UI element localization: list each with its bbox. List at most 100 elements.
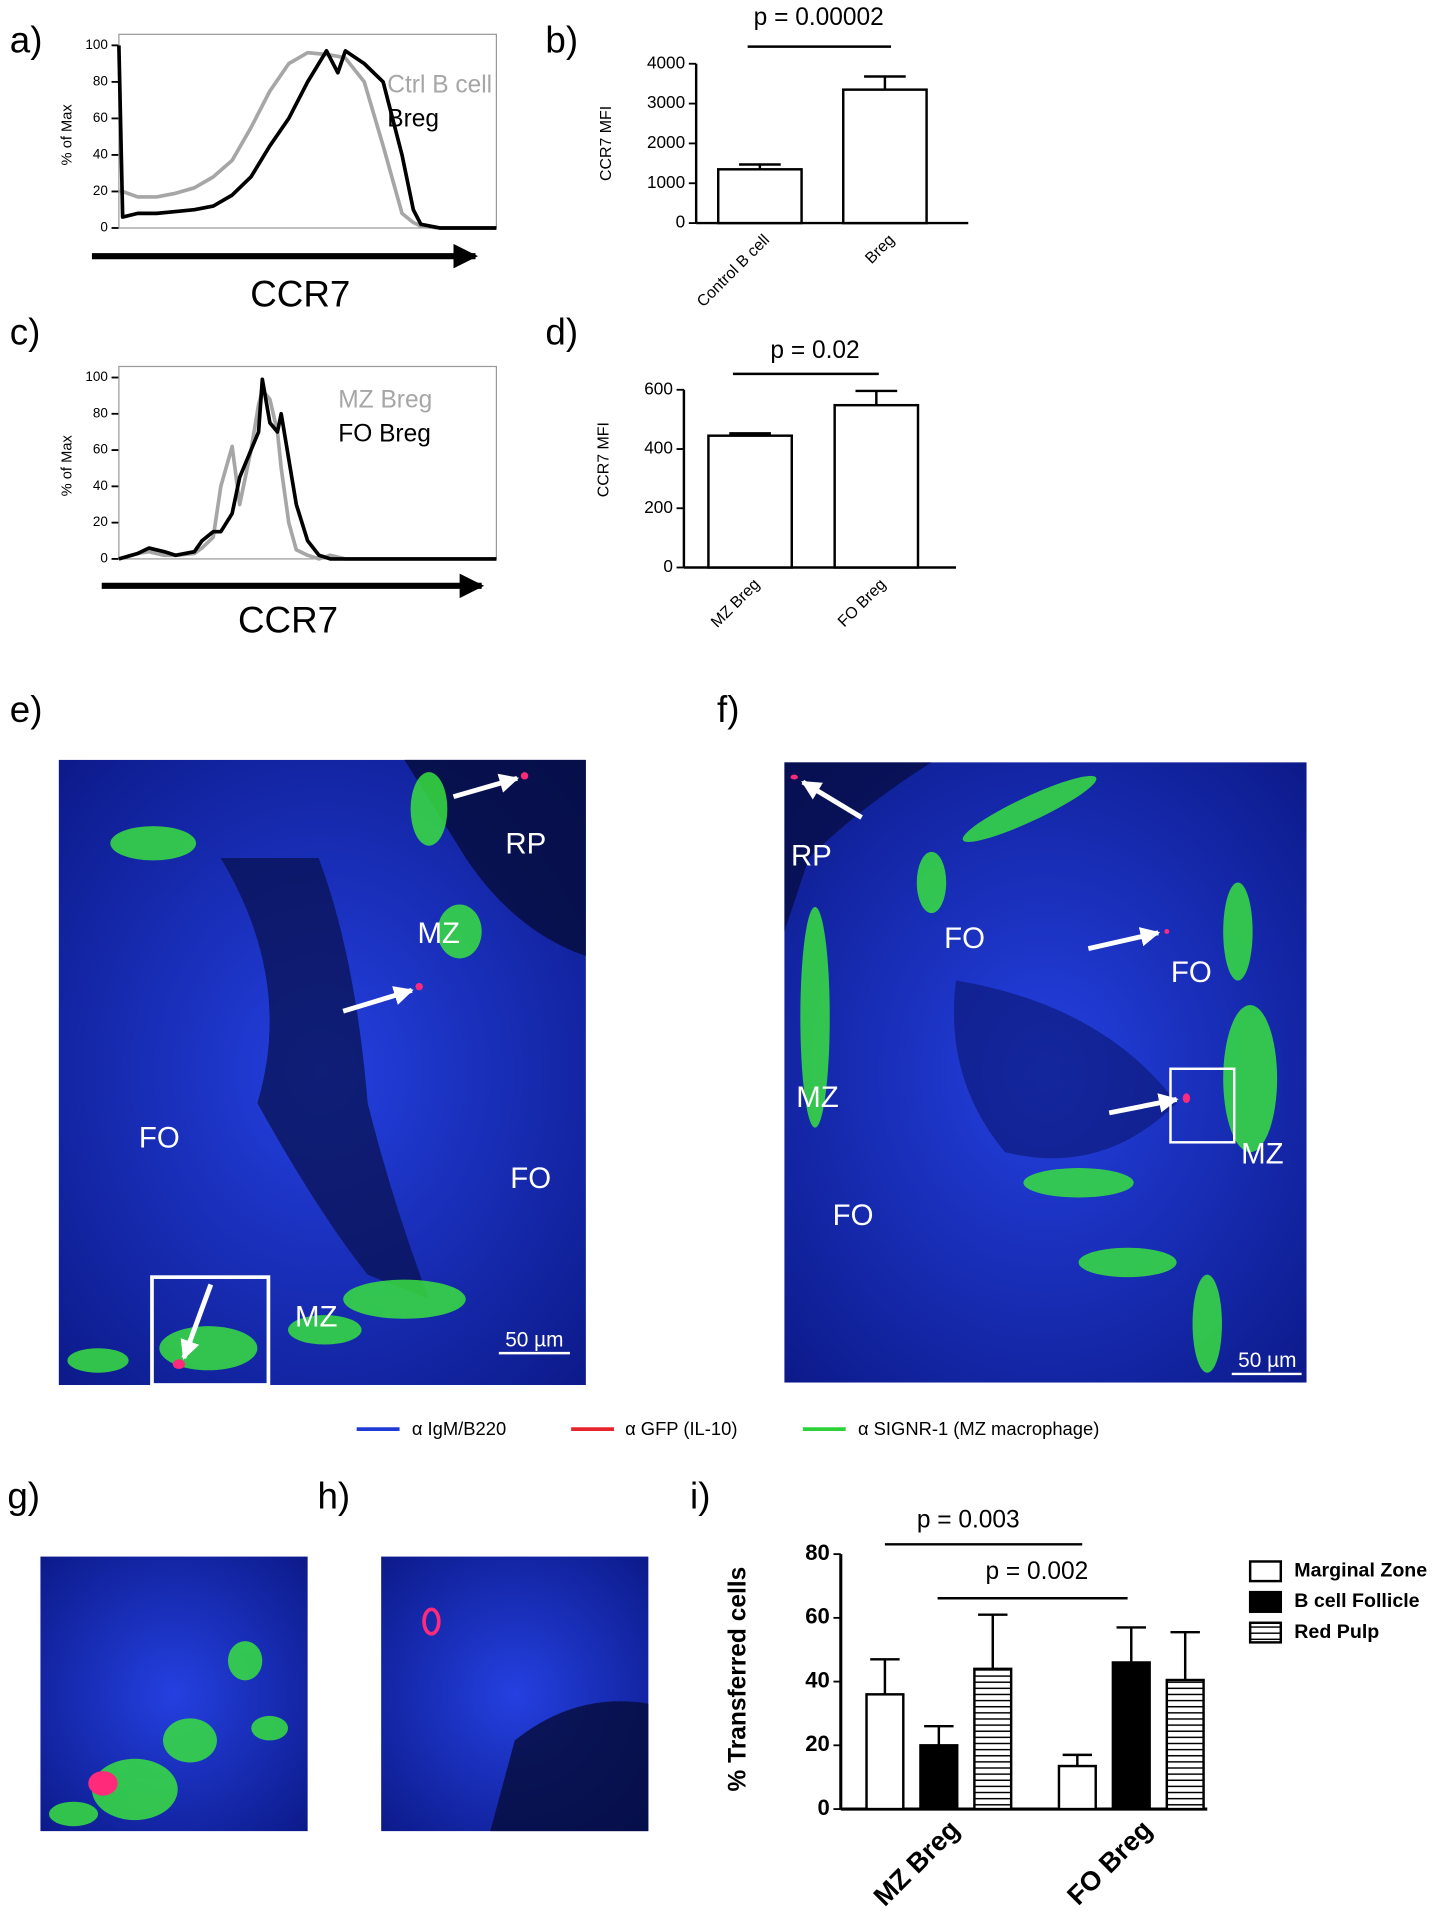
y-tick-label: 80: [805, 1540, 830, 1565]
y-tick-label: 3000: [647, 92, 685, 112]
y-tick-label: 40: [93, 147, 108, 162]
y-tick-label: 0: [817, 1795, 829, 1820]
bar: [1111, 1661, 1151, 1811]
legend-swatch: [1248, 1590, 1283, 1613]
legend-label: FO Breg: [338, 421, 431, 448]
y-tick-label: 0: [676, 212, 686, 232]
y-tick-label: 0: [100, 550, 108, 565]
bar: [717, 168, 803, 225]
region-label: MZ: [796, 1081, 838, 1114]
region-label: MZ: [1241, 1138, 1283, 1171]
micrograph: [40, 1556, 308, 1832]
y-tick-label: 0: [663, 556, 673, 576]
y-tick-label: 0: [100, 220, 108, 235]
bar: [833, 403, 920, 569]
region-label: RP: [791, 840, 832, 873]
x-tick-label: MZ Breg: [868, 1814, 965, 1911]
y-tick-label: 400: [644, 438, 673, 458]
y-tick-label: 60: [93, 110, 108, 125]
y-tick-label: 600: [644, 378, 673, 398]
y-tick-label: 4000: [647, 52, 685, 72]
y-axis-label: % Transferred cells: [725, 1567, 752, 1792]
y-tick-label: 40: [93, 478, 108, 493]
series-line: [118, 388, 497, 561]
p-value-label: p = 0.02: [770, 337, 859, 364]
y-tick-label: 100: [85, 369, 107, 384]
y-tick-label: 1000: [647, 172, 685, 192]
error-bar: [870, 1658, 900, 1695]
bar: [973, 1667, 1013, 1811]
bar: [1165, 1678, 1205, 1811]
x-tick-label: Control B cell: [694, 232, 773, 311]
error-bar: [864, 75, 906, 90]
legend-swatch: [1248, 1560, 1283, 1583]
series-line: [118, 377, 497, 561]
region-label: FO: [510, 1162, 551, 1195]
legend-label: B cell Follicle: [1294, 1590, 1419, 1612]
y-axis-label: % of Max: [59, 434, 75, 496]
x-tick-label: MZ Breg: [708, 576, 763, 631]
x-tick-label: FO Breg: [1061, 1814, 1157, 1910]
plot-frame: [118, 365, 497, 560]
bar: [707, 434, 793, 569]
plot-frame: [118, 33, 497, 229]
y-tick-label: 60: [805, 1604, 830, 1629]
y-tick-label: 20: [93, 183, 108, 198]
region-label: FO: [833, 1199, 874, 1232]
scale-bar-label: 50 µm: [1238, 1349, 1296, 1372]
legend-label: α SIGNR-1 (MZ macrophage): [858, 1418, 1099, 1439]
panel-label: b): [545, 20, 578, 61]
region-label: MZ: [418, 917, 460, 950]
error-bar: [978, 1613, 1008, 1669]
p-value-label: p = 0.00002: [754, 4, 884, 31]
panel-label: i): [690, 1476, 710, 1517]
legend-label: Marginal Zone: [1294, 1559, 1427, 1581]
error-bar: [1062, 1753, 1093, 1767]
scale-bar-label: 50 µm: [505, 1328, 563, 1351]
legend-label: α IgM/B220: [412, 1418, 506, 1439]
error-bar: [1116, 1626, 1146, 1663]
bar: [919, 1744, 959, 1811]
y-tick-label: 40: [805, 1667, 830, 1692]
x-tick-label: FO Breg: [835, 576, 890, 631]
region-label: FO: [944, 922, 985, 955]
legend-label: Ctrl B cell: [387, 71, 492, 98]
y-tick-label: 2000: [647, 132, 685, 152]
error-bar: [855, 389, 898, 406]
bar: [1057, 1764, 1097, 1811]
panel-label: e): [10, 689, 43, 730]
y-tick-label: 80: [93, 405, 108, 420]
bar: [865, 1693, 905, 1811]
y-tick-label: 60: [93, 442, 108, 457]
error-bar: [739, 163, 781, 170]
region-label: MZ: [295, 1301, 337, 1334]
micrograph: [58, 759, 586, 1387]
legend-label: MZ Breg: [338, 386, 432, 413]
p-value-label: p = 0.002: [985, 1558, 1088, 1585]
error-bar: [729, 432, 771, 436]
series-line: [117, 45, 497, 230]
y-tick-label: 20: [93, 514, 108, 529]
micrograph: [381, 1556, 649, 1832]
x-axis-label: CCR7: [238, 599, 338, 640]
stain-legend: α IgM/B220 α GFP (IL-10) α SIGNR-1 (MZ m…: [356, 1418, 1099, 1439]
panel-label: c): [10, 311, 41, 352]
error-bar: [1170, 1630, 1200, 1681]
y-axis-label: CCR7 MFI: [598, 106, 615, 181]
panel-label: d): [545, 311, 578, 352]
legend-label: Red Pulp: [1294, 1621, 1379, 1643]
error-bar: [924, 1724, 954, 1746]
y-tick-label: 100: [85, 37, 107, 52]
panel-label: f): [717, 689, 739, 730]
bar: [842, 88, 928, 225]
legend-label: α GFP (IL-10): [625, 1418, 737, 1439]
region-label: RP: [505, 827, 546, 860]
panel-label: a): [10, 20, 43, 61]
region-label: FO: [139, 1122, 180, 1155]
y-axis-label: % of Max: [59, 104, 75, 166]
y-axis-label: CCR7 MFI: [595, 422, 612, 497]
y-tick-label: 80: [93, 73, 108, 88]
x-axis-label: CCR7: [250, 273, 350, 314]
